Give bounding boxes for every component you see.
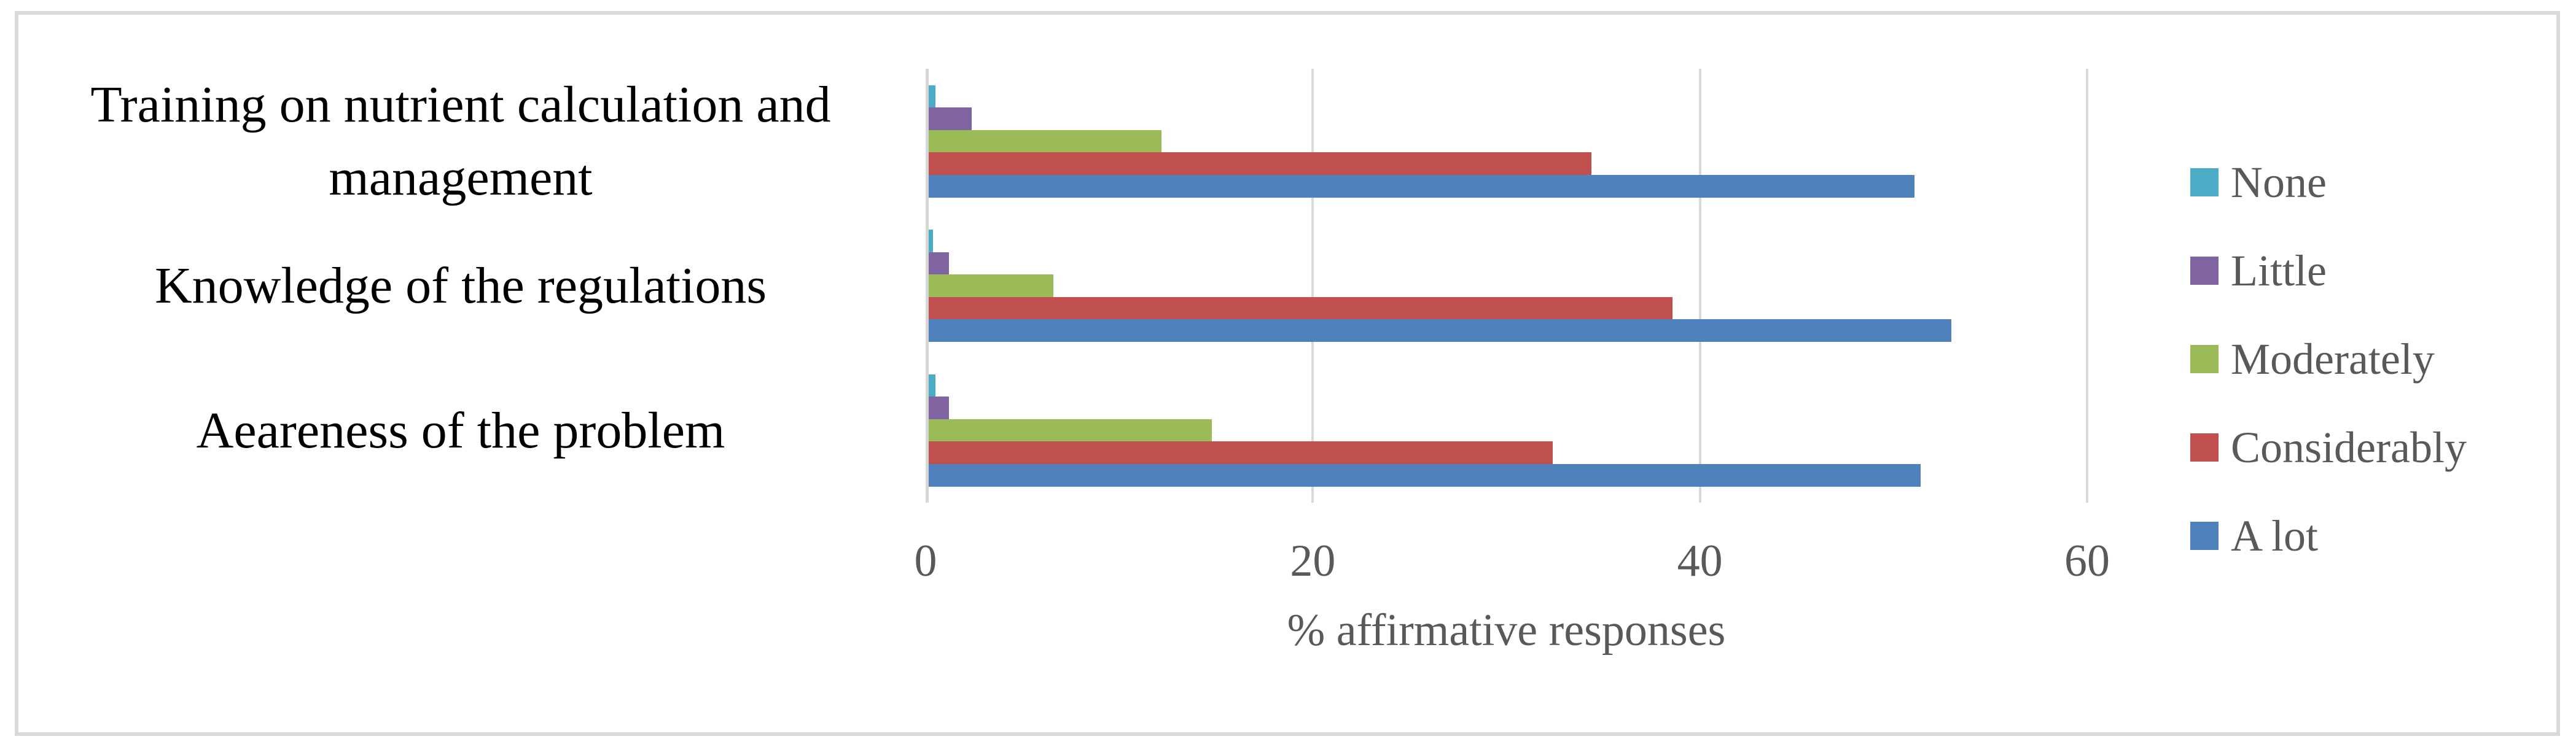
x-tick-labels: 0 20 40 60	[915, 535, 2110, 594]
legend-label: None	[2231, 157, 2327, 207]
category-label: Aeareness of the problem	[196, 401, 725, 459]
bar-moderately-training-on-nutrient-cal	[929, 130, 1162, 153]
bar-considerably-training-on-nutrient-cal	[929, 152, 1592, 176]
x-tick-label-40: 40	[1677, 536, 1723, 586]
x-axis-title: % affirmative responses	[1287, 605, 1726, 656]
legend-swatch-considerably	[2190, 433, 2219, 462]
bar-moderately-aeareness-of-the-problem	[929, 419, 1212, 442]
legend-item-a-lot: A lot	[2190, 492, 2467, 580]
bar-little-aeareness-of-the-problem	[929, 397, 949, 420]
category-label: Knowledge of the regulations	[154, 257, 767, 314]
bar-moderately-knowledge-of-the-regulat	[929, 274, 1053, 298]
legend-item-none: None	[2190, 138, 2467, 226]
legend-label: Considerably	[2231, 422, 2467, 472]
x-tick-label-60: 60	[2064, 536, 2110, 586]
legend-item-moderately: Moderately	[2190, 315, 2467, 403]
legend-swatch-little	[2190, 257, 2219, 285]
x-tick-label-0: 0	[914, 536, 937, 586]
bar-a-lot-aeareness-of-the-problem	[929, 463, 1921, 487]
bar-little-training-on-nutrient-cal	[929, 107, 972, 131]
bar-none-training-on-nutrient-cal	[929, 85, 935, 108]
bar-none-knowledge-of-the-regulat	[929, 230, 934, 253]
bar-little-knowledge-of-the-regulat	[929, 252, 949, 275]
category-label: Training on nutrient calculation and man…	[90, 75, 831, 206]
legend-item-little: Little	[2190, 226, 2467, 315]
category-slot: Knowledge of the regulations	[12, 214, 909, 358]
bar-none-aeareness-of-the-problem	[929, 374, 935, 397]
bar-a-lot-knowledge-of-the-regulat	[929, 319, 1952, 343]
legend-item-considerably: Considerably	[2190, 403, 2467, 492]
gridline-x-60	[2086, 69, 2088, 503]
plot-area	[926, 69, 2088, 503]
bar-considerably-aeareness-of-the-problem	[929, 441, 1553, 465]
legend-swatch-moderately	[2190, 345, 2219, 373]
y-axis-line	[926, 69, 929, 503]
legend-label: Little	[2231, 246, 2327, 295]
legend-swatch-a-lot	[2190, 522, 2219, 550]
x-tick-label-20: 20	[1290, 536, 1336, 586]
chart-border	[15, 11, 2560, 736]
legend-swatch-none	[2190, 168, 2219, 196]
bar-a-lot-training-on-nutrient-cal	[929, 174, 1915, 198]
legend-label: Moderately	[2231, 334, 2435, 384]
legend: None Little Moderately Considerably A lot	[2190, 138, 2467, 580]
gridline-x-40	[1698, 69, 1701, 503]
bar-considerably-knowledge-of-the-regulat	[929, 296, 1673, 320]
gridline-x-20	[1311, 69, 1314, 503]
category-axis: Training on nutrient calculation and man…	[12, 69, 909, 503]
category-slot: Training on nutrient calculation and man…	[12, 69, 909, 214]
category-slot: Aeareness of the problem	[12, 358, 909, 503]
legend-label: A lot	[2231, 511, 2319, 560]
